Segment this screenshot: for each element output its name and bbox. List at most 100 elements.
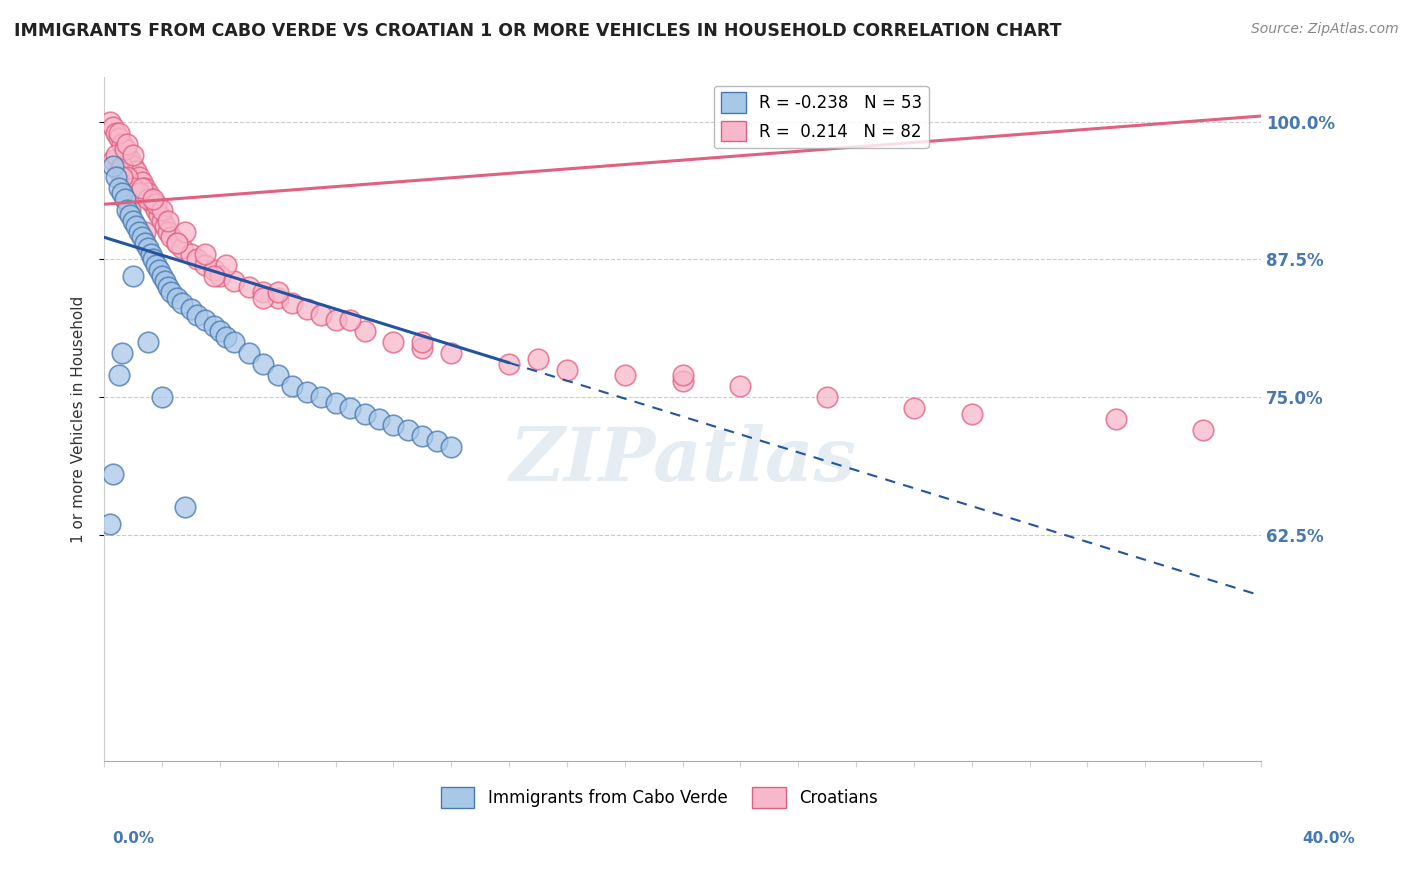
Point	[125, 219, 148, 234]
Point	[117, 169, 139, 184]
Point	[267, 368, 290, 383]
Text: ZIPatlas: ZIPatlas	[509, 424, 856, 497]
Point	[325, 395, 347, 409]
Point	[98, 114, 121, 128]
Point	[145, 197, 167, 211]
Point	[172, 296, 194, 310]
Point	[252, 357, 274, 371]
Point	[208, 324, 231, 338]
Point	[128, 169, 150, 184]
Point	[174, 225, 197, 239]
Point	[117, 147, 139, 161]
Point	[131, 180, 153, 194]
Point	[411, 341, 433, 355]
Point	[1192, 423, 1215, 437]
Point	[186, 308, 208, 322]
Point	[555, 362, 578, 376]
Point	[128, 225, 150, 239]
Point	[111, 346, 134, 360]
Point	[267, 285, 290, 300]
Point	[202, 268, 225, 283]
Point	[180, 247, 202, 261]
Point	[440, 440, 463, 454]
Point	[156, 214, 179, 228]
Point	[150, 268, 173, 283]
Point	[202, 318, 225, 333]
Point	[671, 368, 693, 383]
Point	[238, 280, 260, 294]
Point	[101, 467, 124, 482]
Text: 0.0%: 0.0%	[112, 831, 155, 846]
Point	[101, 159, 124, 173]
Point	[174, 500, 197, 515]
Point	[252, 291, 274, 305]
Point	[730, 379, 752, 393]
Point	[150, 390, 173, 404]
Point	[148, 263, 170, 277]
Point	[238, 346, 260, 360]
Point	[98, 516, 121, 531]
Point	[186, 252, 208, 267]
Point	[117, 136, 139, 151]
Point	[153, 275, 176, 289]
Point	[156, 225, 179, 239]
Point	[224, 334, 246, 349]
Point	[527, 351, 550, 366]
Point	[613, 368, 636, 383]
Point	[120, 153, 142, 168]
Point	[156, 280, 179, 294]
Point	[104, 126, 127, 140]
Point	[960, 407, 983, 421]
Point	[426, 434, 449, 449]
Point	[671, 374, 693, 388]
Point	[172, 241, 194, 255]
Point	[194, 247, 217, 261]
Point	[107, 164, 129, 178]
Text: 40.0%: 40.0%	[1302, 831, 1355, 846]
Point	[114, 142, 136, 156]
Point	[498, 357, 520, 371]
Point	[134, 180, 156, 194]
Point	[107, 368, 129, 383]
Point	[131, 230, 153, 244]
Point	[1105, 412, 1128, 426]
Point	[148, 208, 170, 222]
Point	[202, 263, 225, 277]
Point	[101, 153, 124, 168]
Point	[111, 169, 134, 184]
Point	[131, 175, 153, 189]
Point	[107, 180, 129, 194]
Point	[411, 334, 433, 349]
Point	[339, 401, 361, 416]
Point	[295, 384, 318, 399]
Point	[142, 192, 165, 206]
Point	[382, 334, 405, 349]
Point	[122, 268, 145, 283]
Point	[166, 235, 188, 250]
Point	[114, 192, 136, 206]
Point	[145, 202, 167, 217]
Point	[440, 346, 463, 360]
Point	[122, 147, 145, 161]
Legend: Immigrants from Cabo Verde, Croatians: Immigrants from Cabo Verde, Croatians	[434, 780, 884, 814]
Text: Source: ZipAtlas.com: Source: ZipAtlas.com	[1251, 22, 1399, 37]
Point	[101, 120, 124, 134]
Point	[139, 247, 162, 261]
Point	[120, 202, 142, 217]
Point	[122, 180, 145, 194]
Point	[142, 252, 165, 267]
Point	[107, 131, 129, 145]
Point	[353, 407, 375, 421]
Point	[215, 258, 238, 272]
Point	[339, 313, 361, 327]
Point	[159, 285, 181, 300]
Point	[150, 202, 173, 217]
Point	[139, 192, 162, 206]
Point	[122, 214, 145, 228]
Point	[194, 258, 217, 272]
Point	[136, 334, 159, 349]
Point	[114, 142, 136, 156]
Point	[281, 296, 304, 310]
Point	[125, 164, 148, 178]
Point	[194, 313, 217, 327]
